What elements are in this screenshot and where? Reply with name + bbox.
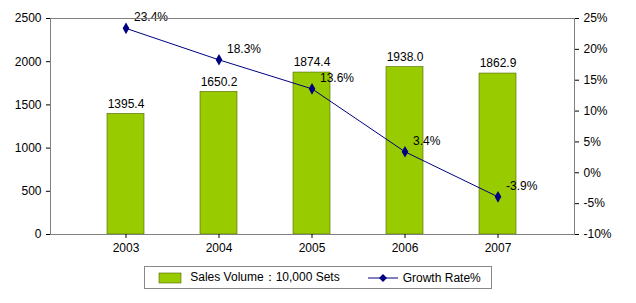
- svg-text:23.4%: 23.4%: [134, 10, 168, 24]
- svg-text:1874.4: 1874.4: [294, 55, 331, 69]
- svg-text:0: 0: [35, 227, 42, 241]
- svg-text:15%: 15%: [584, 73, 608, 87]
- svg-text:-3.9%: -3.9%: [506, 179, 538, 193]
- svg-text:2000: 2000: [15, 55, 42, 69]
- svg-text:2003: 2003: [113, 241, 140, 255]
- svg-text:500: 500: [21, 184, 41, 198]
- svg-text:0%: 0%: [584, 166, 602, 180]
- svg-text:1395.4: 1395.4: [108, 97, 145, 111]
- svg-text:20%: 20%: [584, 42, 608, 56]
- svg-text:1500: 1500: [15, 98, 42, 112]
- svg-text:1650.2: 1650.2: [201, 75, 238, 89]
- svg-text:2500: 2500: [15, 11, 42, 25]
- svg-text:5%: 5%: [584, 135, 602, 149]
- svg-text:2004: 2004: [206, 241, 233, 255]
- svg-text:25%: 25%: [584, 11, 608, 25]
- html-text:Sales Volume：10,000 Sets: Sales Volume：10,000 Sets: [190, 270, 340, 284]
- svg-text:1938.0: 1938.0: [387, 50, 424, 64]
- svg-text:1000: 1000: [15, 141, 42, 155]
- svg-text:2005: 2005: [299, 241, 326, 255]
- svg-text:3.4%: 3.4%: [413, 134, 441, 148]
- svg-text:-5%: -5%: [584, 196, 606, 210]
- svg-text:18.3%: 18.3%: [227, 42, 261, 56]
- svg-text:10%: 10%: [584, 104, 608, 118]
- html-text:Growth Rate%: Growth Rate%: [402, 270, 481, 285]
- svg-text:2007: 2007: [485, 241, 512, 255]
- svg-text:1862.9: 1862.9: [480, 56, 517, 70]
- svg-text:2006: 2006: [392, 241, 419, 255]
- svg-text:-10%: -10%: [584, 227, 612, 241]
- svg-text:13.6%: 13.6%: [320, 71, 354, 85]
